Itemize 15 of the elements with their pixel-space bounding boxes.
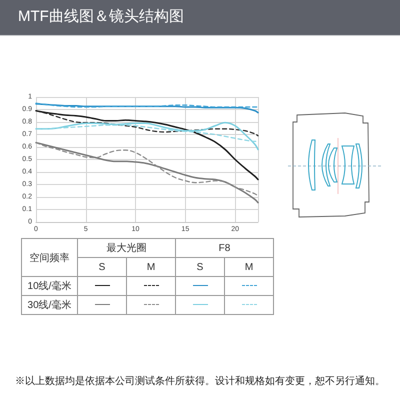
text: 10线/毫米 (22, 276, 78, 296)
text: F8 (176, 238, 274, 258)
text: S (78, 258, 126, 276)
text: M (224, 258, 274, 276)
text: 最大光圈 (78, 238, 176, 258)
text: M (126, 258, 176, 276)
text: ※以上数据均是依据本公司测试条件所获得。设计和规格如有变更，恕不另行通知。 (15, 374, 385, 388)
text: 空间频率 (22, 238, 78, 276)
line-series (35, 110, 259, 180)
chart-title: MTF曲线图＆镜头结构图 (18, 8, 184, 26)
line-series (35, 122, 259, 150)
line-series (35, 124, 259, 142)
line-series (35, 103, 259, 114)
text: 30线/毫米 (22, 296, 78, 314)
text: S (176, 258, 224, 276)
